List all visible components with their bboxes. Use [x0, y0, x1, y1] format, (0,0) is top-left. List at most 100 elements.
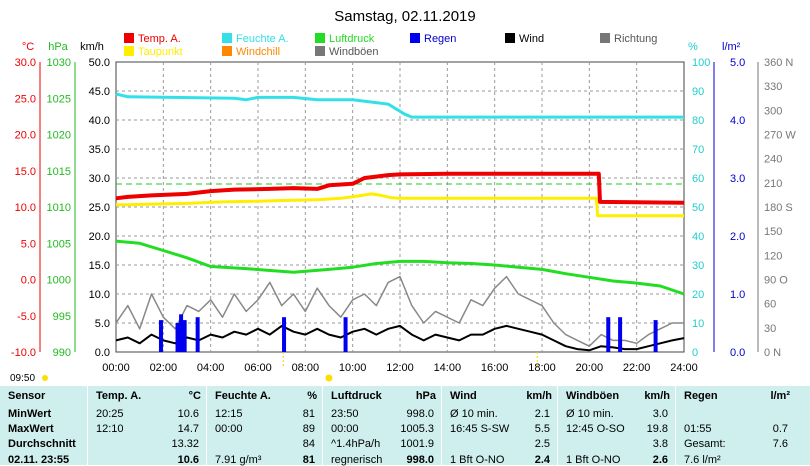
dir-axis-tick: 240 [764, 154, 782, 166]
x-axis-tick: 12:00 [386, 362, 414, 374]
temp-axis-tick: 25.0 [15, 93, 36, 105]
dir-axis-tick: 90 O [764, 275, 788, 287]
cell-value: 998.0 [406, 454, 434, 466]
rain-axis-tick: 4.0 [730, 115, 745, 127]
dir-axis-tick: 150 [764, 226, 782, 238]
rain-axis-tick: 3.0 [730, 173, 745, 185]
time-marker-sun-icon [42, 375, 48, 381]
legend-swatch [505, 33, 515, 43]
cell-note: 16:45 S-SW [450, 423, 510, 435]
rain-axis-unit: l/m² [722, 41, 741, 53]
press-axis-tick: 995 [53, 311, 71, 323]
x-axis-tick: 18:00 [528, 362, 556, 374]
hum-axis-tick: 40 [692, 231, 704, 243]
hum-axis-tick: 70 [692, 144, 704, 156]
cell-note: 12:45 O-SO [566, 423, 625, 435]
x-axis-tick: 14:00 [434, 362, 462, 374]
temp-axis-tick: 15.0 [15, 166, 36, 178]
cell-note: 12:10 [96, 423, 124, 435]
cell-note: Ø 10 min. [450, 408, 498, 420]
wind-axis-tick: 15.0 [89, 260, 110, 272]
x-axis-tick: 22:00 [623, 362, 651, 374]
rain-axis-tick: 1.0 [730, 289, 745, 301]
cell-value: 0.7 [772, 423, 788, 435]
column-unit: l/m² [770, 390, 790, 402]
legend-label: Temp. A. [138, 33, 181, 45]
column-header: Windböen [566, 390, 620, 402]
legend-label: Windböen [329, 46, 379, 58]
column-header: Temp. A. [96, 390, 142, 402]
axes: 30.025.020.015.010.05.00.0-5.0-10.010301… [11, 41, 796, 382]
legend-label: Wind [519, 33, 544, 45]
cell-value: 2.4 [534, 454, 550, 466]
press-axis-tick: 990 [53, 347, 71, 359]
cell-note: 00:00 [215, 423, 243, 435]
press-axis-tick: 1020 [47, 130, 71, 142]
cell-value: 5.5 [534, 423, 550, 435]
noon-sun-icon [325, 374, 333, 382]
cell-value: 2.6 [652, 454, 668, 466]
cell-value: 10.6 [177, 408, 199, 420]
weather-chart: Samstag, 02.11.2019 Temp. A. Feuchte A. Lu… [10, 8, 796, 384]
rain-bar [175, 323, 180, 352]
legend-label: Taupunkt [138, 46, 183, 58]
wind-axis-unit: km/h [80, 41, 104, 53]
cell-value: 3.8 [652, 438, 668, 450]
legend: Temp. A. Feuchte A. Luftdruck Regen Wind Rich… [124, 33, 657, 58]
legend-label: Regen [424, 33, 456, 45]
rain-bar [195, 317, 200, 352]
series-line-wind [115, 324, 685, 352]
x-axis-tick: 06:00 [244, 362, 272, 374]
cell-note: 1 Bft O-NO [566, 454, 621, 466]
rain-axis-tick: 2.0 [730, 231, 745, 243]
cell-note: ^1.4hPa/h [331, 438, 381, 450]
dir-axis-tick: 30 [764, 323, 776, 335]
legend-swatch [124, 46, 134, 56]
wind-axis-tick: 40.0 [89, 115, 110, 127]
table-column: Regen l/m² 01:55 0.7 Gesamt: 7.6 7.6 l/m² [675, 386, 796, 466]
legend-swatch [222, 33, 232, 43]
series-line-windb-en [115, 275, 684, 347]
temp-axis-tick: 30.0 [15, 57, 36, 69]
legend-swatch [315, 46, 325, 56]
cell-note: 01:55 [684, 423, 712, 435]
dir-axis-tick: 270 W [764, 130, 796, 142]
wind-axis-tick: 35.0 [89, 144, 110, 156]
cell-value: 7.6 [772, 438, 788, 450]
legend-swatch [410, 33, 420, 43]
cell-note: Gesamt: [684, 438, 726, 450]
wind-axis-tick: 5.0 [95, 318, 110, 330]
rain-axis-tick: 5.0 [730, 57, 745, 69]
rain-axis-tick: 0.0 [730, 347, 745, 359]
hum-axis-tick: 10 [692, 318, 704, 330]
x-axis-tick: 20:00 [576, 362, 604, 374]
dir-axis-tick: 360 N [764, 57, 793, 69]
cell-note: 7.91 g/m³ [215, 454, 262, 466]
column-header: Regen [684, 390, 718, 402]
cell-value: 84 [302, 438, 315, 450]
row-label: MinWert [8, 408, 52, 420]
stats-table: Sensor MinWert MaxWert Durchschnitt 02.11. 2… [0, 386, 810, 466]
cell-note: 23:50 [331, 408, 359, 420]
hum-axis-tick: 50 [692, 202, 704, 214]
cell-value: 14.7 [177, 423, 199, 435]
cell-value: 3.0 [652, 408, 668, 420]
dir-axis-tick: 180 S [764, 202, 793, 214]
dir-axis-tick: 0 N [764, 347, 781, 359]
rain-bar [606, 317, 611, 352]
row-label: 02.11. 23:55 [8, 454, 70, 466]
temp-axis-tick: -5.0 [17, 311, 36, 323]
rain-bar [653, 320, 658, 352]
rain-bar [182, 320, 187, 352]
table-column: Feuchte A.% 12:15 81 00:00 89 84 7.91 g/m³ 81 [206, 386, 323, 466]
dir-axis-tick: 210 [764, 178, 782, 190]
cell-value: 1001.9 [400, 438, 434, 450]
wind-axis-tick: 25.0 [89, 202, 110, 214]
column-header: Sensor [8, 390, 46, 402]
dir-axis-tick: 60 [764, 299, 776, 311]
temp-axis-tick: -10.0 [11, 347, 36, 359]
cell-value: 81 [302, 454, 315, 466]
temp-axis-tick: 5.0 [21, 238, 36, 250]
press-axis-tick: 1030 [47, 57, 71, 69]
cell-note: 00:00 [331, 423, 359, 435]
